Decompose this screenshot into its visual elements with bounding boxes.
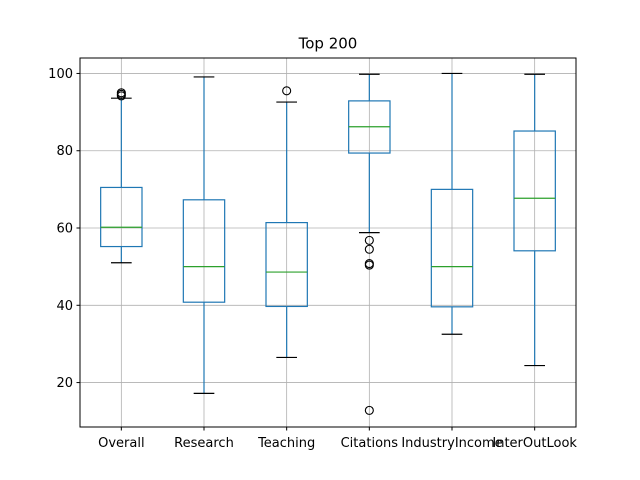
plot-frame — [79, 57, 577, 428]
boxes-layer — [100, 72, 556, 415]
box-group — [513, 73, 556, 367]
iqr-box — [182, 199, 226, 303]
x-axis: Overall Research Teaching Citations Industry… — [98, 427, 577, 451]
outlier-point — [282, 86, 292, 96]
y-tick-label: 80 — [56, 144, 73, 159]
box-group — [265, 86, 308, 359]
outlier-point — [364, 260, 374, 270]
x-tick-label: Research — [174, 436, 234, 451]
box-group — [348, 73, 391, 415]
y-tick-label: 100 — [48, 67, 73, 82]
x-tick-label: InterOutLook — [492, 436, 577, 451]
y-tick-label: 40 — [56, 299, 73, 314]
outlier-point — [116, 88, 126, 98]
y-axis: 20 40 60 80 100 — [48, 67, 80, 391]
y-tick-label: 20 — [56, 376, 73, 391]
y-tick-label: 60 — [56, 222, 73, 237]
chart-title: Top 200 — [298, 35, 358, 53]
x-tick-label: IndustryIncome — [401, 436, 502, 451]
iqr-box — [513, 130, 556, 252]
iqr-box — [100, 186, 143, 248]
x-tick-label: Citations — [341, 436, 399, 451]
box-group — [430, 72, 474, 335]
box-group — [100, 88, 143, 264]
x-tick-label: Overall — [98, 436, 144, 451]
iqr-box — [430, 188, 474, 308]
x-tick-label: Teaching — [257, 436, 315, 451]
outlier-point — [364, 405, 374, 415]
box-group — [182, 76, 226, 394]
iqr-box — [265, 222, 308, 308]
outlier-point — [364, 244, 374, 254]
outlier-point — [364, 235, 374, 245]
